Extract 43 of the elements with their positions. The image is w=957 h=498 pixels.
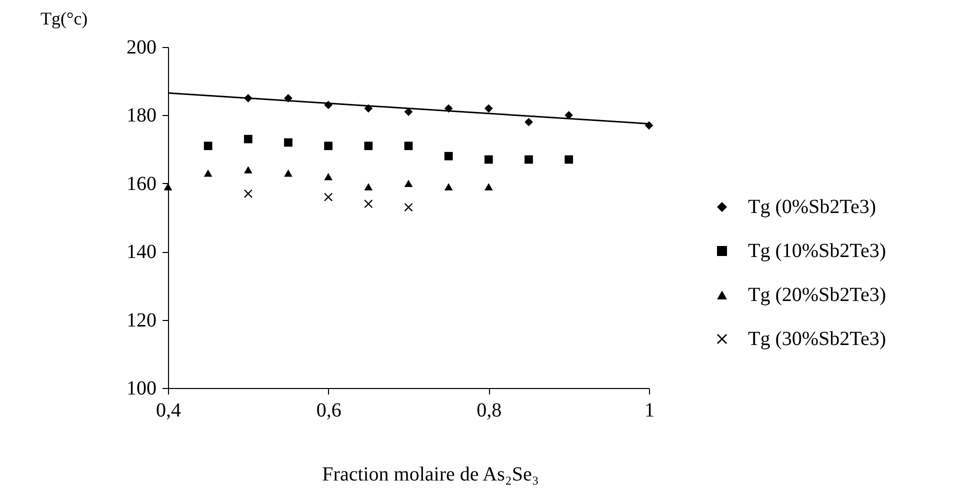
point (284, 138, 292, 147)
y-tick-label: 120 (126, 309, 156, 332)
legend-label: Tg (0%Sb2Te3) (748, 196, 876, 218)
point (324, 192, 333, 202)
point (484, 183, 493, 190)
point (284, 170, 292, 177)
point (324, 172, 333, 180)
point (564, 155, 574, 164)
point (244, 189, 252, 198)
point (244, 134, 252, 144)
x-tick-label: 1 (644, 400, 654, 422)
y-tick-label: 200 (126, 36, 156, 58)
y-tick-label: 140 (126, 241, 156, 264)
y-tick-label: 180 (126, 104, 156, 127)
legend-label: Tg (30%Sb2Te3) (748, 328, 886, 350)
point (364, 183, 373, 190)
point (524, 155, 533, 164)
point (324, 142, 333, 150)
x-axis-title: Fraction molaire de As₂Se₃ (322, 464, 539, 486)
point (404, 203, 413, 212)
point (644, 121, 654, 130)
x-tick-label: 0,8 (476, 400, 502, 422)
point (444, 152, 453, 160)
x-tick-label: 0,6 (316, 400, 342, 422)
point (524, 118, 533, 126)
y-axis-title: Tg(°c) (40, 8, 88, 28)
point (484, 155, 493, 164)
point (404, 142, 413, 150)
point (244, 166, 252, 174)
point (204, 170, 212, 177)
point (564, 111, 574, 120)
point (364, 142, 373, 150)
y-tick-label: 160 (126, 172, 156, 195)
legend-label: Tg (10%Sb2Te3) (748, 240, 886, 262)
point (444, 183, 453, 190)
x-tick-label: 0,4 (156, 400, 181, 422)
point (404, 180, 413, 188)
legend-label: Tg (20%Sb2Te3) (748, 284, 886, 306)
point (364, 200, 373, 208)
point (164, 183, 172, 190)
point (204, 142, 212, 150)
point (484, 104, 493, 113)
y-tick-label: 100 (126, 378, 156, 400)
